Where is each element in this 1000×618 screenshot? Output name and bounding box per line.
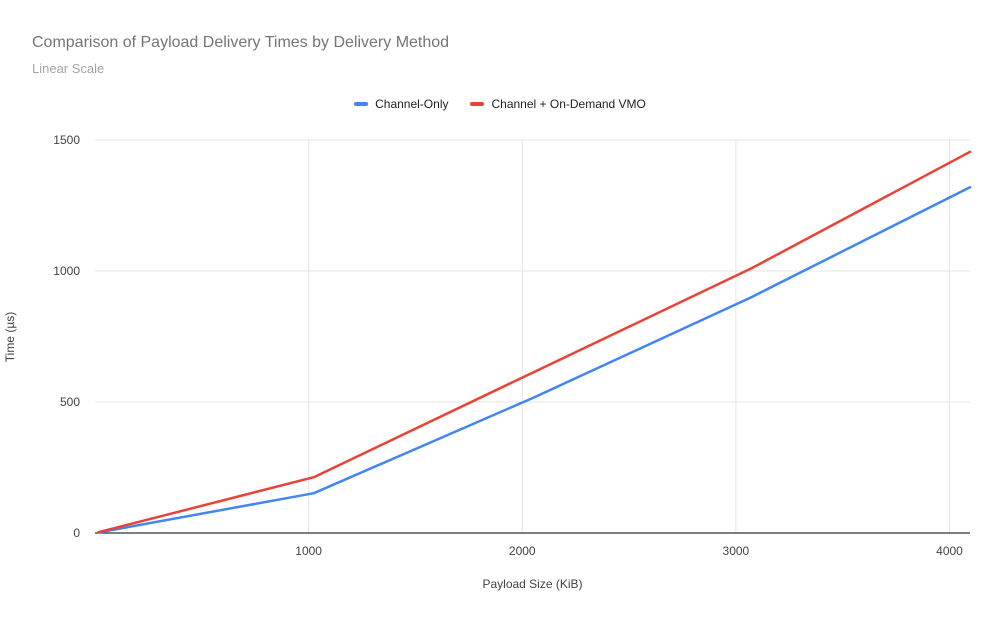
x-tick-label: 1000: [295, 544, 322, 558]
legend-swatch-channel-only-icon: [354, 102, 369, 106]
y-tick-label: 1000: [53, 264, 80, 278]
chart-title: Comparison of Payload Delivery Times by …: [32, 34, 450, 51]
y-tick-label: 0: [73, 526, 80, 540]
x-axis-title: Payload Size (KiB): [482, 577, 583, 591]
series-line-channel-on-demand-vmo[interactable]: [97, 150, 972, 534]
chart-legend: Channel-Only Channel + On-Demand VMO: [0, 96, 1000, 112]
legend-label-channel-vmo: Channel + On-Demand VMO: [491, 97, 646, 111]
y-axis-title: Time (µs): [3, 311, 17, 363]
x-tick-label: 2000: [509, 544, 536, 558]
series-line-channel-only[interactable]: [97, 185, 972, 534]
x-tick-label: 3000: [723, 544, 750, 558]
y-tick-label: 1500: [53, 133, 80, 147]
legend-item-channel-only[interactable]: Channel-Only: [354, 97, 448, 111]
y-tick-label: 500: [60, 395, 80, 409]
legend-swatch-channel-vmo-icon: [470, 102, 485, 106]
legend-item-channel-vmo[interactable]: Channel + On-Demand VMO: [470, 97, 646, 111]
x-tick-label: 4000: [936, 544, 963, 558]
legend-label-channel-only: Channel-Only: [375, 97, 449, 111]
chart-subtitle: Linear Scale: [32, 61, 105, 76]
